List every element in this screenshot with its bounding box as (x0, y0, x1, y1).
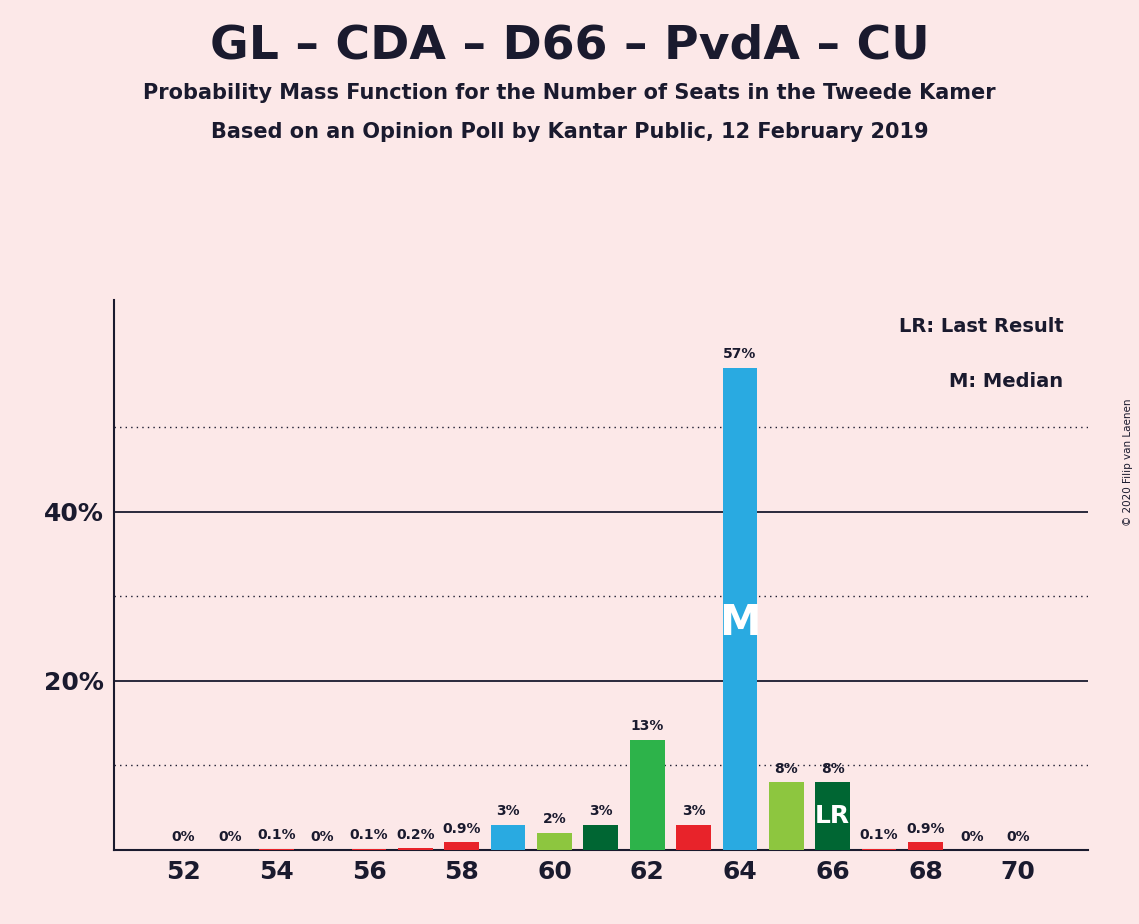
Text: 13%: 13% (631, 720, 664, 734)
Text: © 2020 Filip van Laenen: © 2020 Filip van Laenen (1123, 398, 1133, 526)
Text: Probability Mass Function for the Number of Seats in the Tweede Kamer: Probability Mass Function for the Number… (144, 83, 995, 103)
Text: 0.9%: 0.9% (442, 821, 481, 835)
Text: 0.2%: 0.2% (396, 828, 435, 842)
Bar (538, 833, 572, 850)
Bar (722, 368, 757, 850)
Text: M: Median: M: Median (949, 371, 1064, 391)
Bar (444, 843, 480, 850)
Text: 0%: 0% (960, 830, 984, 845)
Bar (583, 825, 618, 850)
Text: 0.1%: 0.1% (350, 829, 388, 843)
Bar (769, 783, 804, 850)
Text: 0.9%: 0.9% (907, 821, 944, 835)
Text: 8%: 8% (821, 761, 844, 775)
Text: 0%: 0% (172, 830, 195, 845)
Bar (677, 825, 711, 850)
Text: LR: Last Result: LR: Last Result (899, 317, 1064, 335)
Bar (398, 848, 433, 850)
Text: 3%: 3% (497, 804, 519, 818)
Text: M: M (719, 602, 761, 644)
Text: 3%: 3% (682, 804, 705, 818)
Text: 0.1%: 0.1% (257, 829, 295, 843)
Bar (816, 783, 850, 850)
Text: 0%: 0% (311, 830, 335, 845)
Bar (630, 740, 664, 850)
Text: 3%: 3% (589, 804, 613, 818)
Text: 0%: 0% (1007, 830, 1030, 845)
Bar (908, 843, 943, 850)
Bar (491, 825, 525, 850)
Text: 0%: 0% (218, 830, 241, 845)
Text: 57%: 57% (723, 347, 756, 361)
Text: 8%: 8% (775, 761, 798, 775)
Text: 0.1%: 0.1% (860, 829, 899, 843)
Text: 2%: 2% (542, 812, 566, 826)
Text: GL – CDA – D66 – PvdA – CU: GL – CDA – D66 – PvdA – CU (210, 23, 929, 68)
Text: Based on an Opinion Poll by Kantar Public, 12 February 2019: Based on an Opinion Poll by Kantar Publi… (211, 122, 928, 142)
Text: LR: LR (816, 804, 850, 828)
